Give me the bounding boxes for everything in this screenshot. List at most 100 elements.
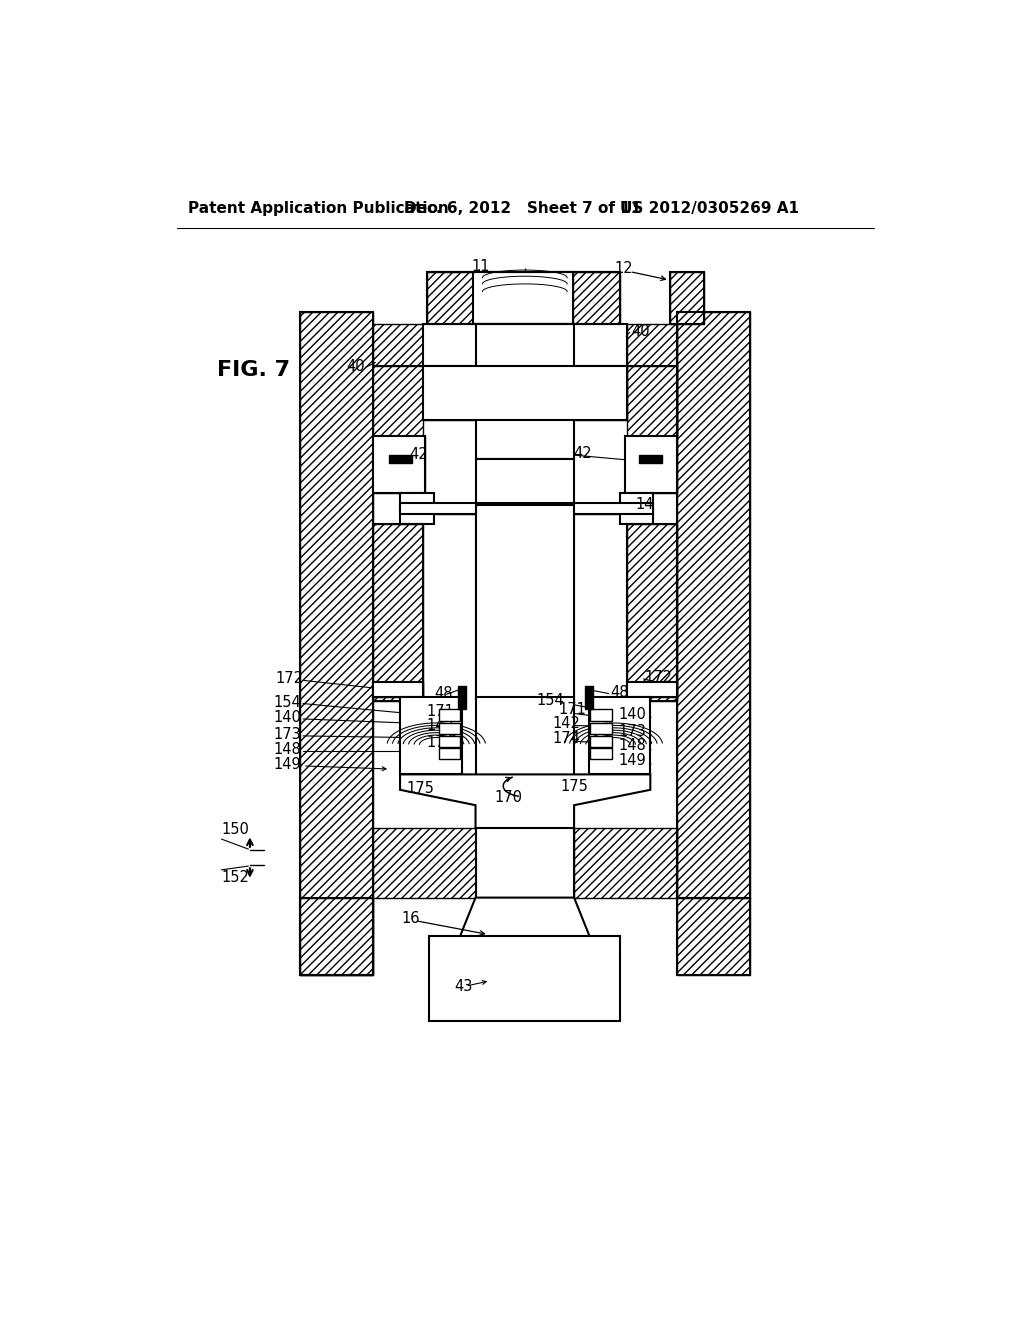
Bar bbox=[373, 436, 425, 494]
Bar bbox=[300, 313, 373, 974]
Text: Patent Application Publication: Patent Application Publication bbox=[188, 201, 450, 216]
Text: 154: 154 bbox=[273, 694, 301, 710]
Text: 142: 142 bbox=[426, 718, 454, 734]
Text: 142: 142 bbox=[553, 715, 581, 731]
Bar bbox=[574, 323, 628, 367]
Bar bbox=[625, 436, 677, 494]
Bar bbox=[400, 697, 462, 775]
Text: 152: 152 bbox=[221, 870, 249, 886]
Text: 42: 42 bbox=[410, 447, 428, 462]
Bar bbox=[677, 313, 751, 898]
Bar bbox=[438, 748, 460, 759]
Text: 42: 42 bbox=[573, 446, 592, 461]
Bar bbox=[438, 709, 460, 721]
Bar bbox=[438, 737, 460, 747]
Bar bbox=[590, 737, 611, 747]
Text: 16: 16 bbox=[401, 911, 420, 925]
Text: 172: 172 bbox=[645, 669, 673, 685]
Text: US 2012/0305269 A1: US 2012/0305269 A1 bbox=[620, 201, 799, 216]
Polygon shape bbox=[628, 367, 677, 436]
Bar bbox=[628, 682, 677, 697]
Text: 171: 171 bbox=[559, 702, 587, 717]
Text: 14: 14 bbox=[636, 498, 654, 512]
Text: 175: 175 bbox=[407, 780, 434, 796]
Bar bbox=[628, 524, 677, 701]
Bar bbox=[475, 323, 574, 459]
Polygon shape bbox=[460, 898, 590, 936]
Bar bbox=[373, 323, 423, 367]
Bar bbox=[473, 272, 573, 323]
Bar bbox=[628, 682, 677, 697]
Bar bbox=[423, 367, 475, 420]
Bar bbox=[677, 898, 751, 974]
Bar bbox=[429, 936, 621, 1020]
Bar bbox=[300, 898, 373, 974]
Text: 171: 171 bbox=[426, 704, 454, 719]
Text: 174: 174 bbox=[553, 731, 581, 747]
Bar bbox=[628, 323, 677, 367]
Text: 12: 12 bbox=[614, 261, 633, 276]
Bar bbox=[373, 829, 475, 898]
Bar bbox=[423, 367, 628, 420]
Bar bbox=[373, 524, 423, 701]
Bar bbox=[670, 272, 705, 323]
Bar bbox=[300, 898, 373, 974]
Bar bbox=[475, 829, 574, 913]
Text: 11: 11 bbox=[472, 259, 490, 273]
Text: 148: 148 bbox=[273, 742, 301, 758]
Bar bbox=[475, 506, 574, 701]
Bar bbox=[590, 748, 611, 759]
Bar bbox=[373, 436, 425, 494]
Bar bbox=[423, 323, 475, 367]
Bar bbox=[574, 367, 628, 420]
Bar bbox=[574, 829, 677, 898]
Bar bbox=[589, 697, 650, 775]
Text: 148: 148 bbox=[617, 738, 646, 754]
Bar bbox=[639, 455, 662, 462]
Text: 140: 140 bbox=[617, 706, 646, 722]
Text: 40: 40 bbox=[346, 359, 365, 374]
Text: 43: 43 bbox=[454, 978, 472, 994]
Bar bbox=[388, 455, 412, 462]
Text: 173: 173 bbox=[273, 727, 301, 742]
Bar bbox=[628, 524, 677, 701]
Text: 175: 175 bbox=[560, 779, 588, 795]
Bar bbox=[585, 686, 593, 709]
Bar bbox=[373, 682, 423, 697]
Text: 149: 149 bbox=[273, 756, 301, 772]
Text: 150: 150 bbox=[221, 822, 249, 837]
Text: 40: 40 bbox=[631, 325, 649, 339]
Polygon shape bbox=[400, 775, 650, 829]
Text: 48: 48 bbox=[610, 685, 629, 700]
Text: 149: 149 bbox=[617, 752, 646, 768]
Text: 173: 173 bbox=[617, 723, 646, 739]
Text: 172: 172 bbox=[275, 672, 303, 686]
Bar bbox=[620, 494, 653, 524]
Bar bbox=[677, 313, 751, 898]
Bar bbox=[475, 459, 574, 506]
Bar bbox=[670, 272, 705, 323]
Bar bbox=[373, 682, 423, 697]
Bar bbox=[475, 697, 574, 779]
Bar bbox=[438, 723, 460, 734]
Bar bbox=[590, 723, 611, 734]
Bar bbox=[373, 367, 423, 436]
Bar bbox=[373, 524, 423, 701]
Bar bbox=[400, 503, 653, 515]
Polygon shape bbox=[373, 367, 423, 436]
Bar bbox=[573, 272, 620, 323]
Bar bbox=[300, 313, 373, 974]
Bar bbox=[458, 686, 466, 709]
Text: 140: 140 bbox=[273, 710, 301, 725]
Bar bbox=[628, 367, 677, 436]
Bar bbox=[400, 494, 434, 524]
Bar bbox=[423, 323, 628, 367]
Text: 170: 170 bbox=[494, 789, 522, 805]
Bar bbox=[427, 272, 473, 323]
Bar bbox=[677, 898, 751, 974]
Bar bbox=[625, 436, 677, 494]
Text: Dec. 6, 2012   Sheet 7 of 11: Dec. 6, 2012 Sheet 7 of 11 bbox=[403, 201, 641, 216]
Bar bbox=[590, 709, 611, 721]
Bar bbox=[427, 272, 620, 323]
Text: 154: 154 bbox=[537, 693, 564, 708]
